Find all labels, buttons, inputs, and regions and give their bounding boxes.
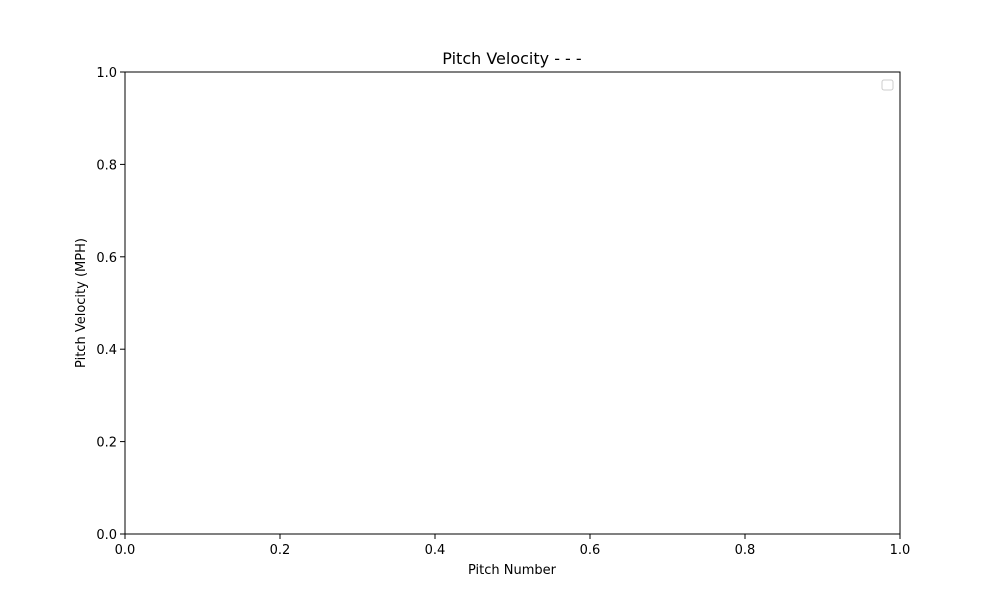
chart-title: Pitch Velocity - - -	[442, 49, 581, 68]
x-axis: 0.0 0.2 0.4 0.6 0.8 1.0	[115, 534, 911, 558]
x-tick-label: 1.0	[890, 543, 911, 558]
plot-frame	[124, 71, 901, 535]
y-tick-label: 0.2	[96, 436, 117, 451]
y-tick-label: 1.0	[96, 66, 117, 81]
y-tick-label: 0.4	[96, 343, 117, 358]
x-tick-label: 0.0	[115, 543, 136, 558]
x-tick-label: 0.8	[735, 543, 756, 558]
legend-box	[881, 79, 894, 91]
y-tick-label: 0.0	[96, 528, 117, 543]
y-tick-label: 0.8	[96, 158, 117, 173]
y-axis-label: Pitch Velocity (MPH)	[74, 238, 89, 368]
y-tick-label: 0.6	[96, 251, 117, 266]
x-tick-label: 0.2	[270, 543, 291, 558]
y-axis: 0.0 0.2 0.4 0.6 0.8 1.0	[96, 66, 125, 543]
x-axis-label: Pitch Number	[468, 563, 557, 578]
x-tick-label: 0.6	[580, 543, 601, 558]
x-tick-label: 0.4	[425, 543, 446, 558]
